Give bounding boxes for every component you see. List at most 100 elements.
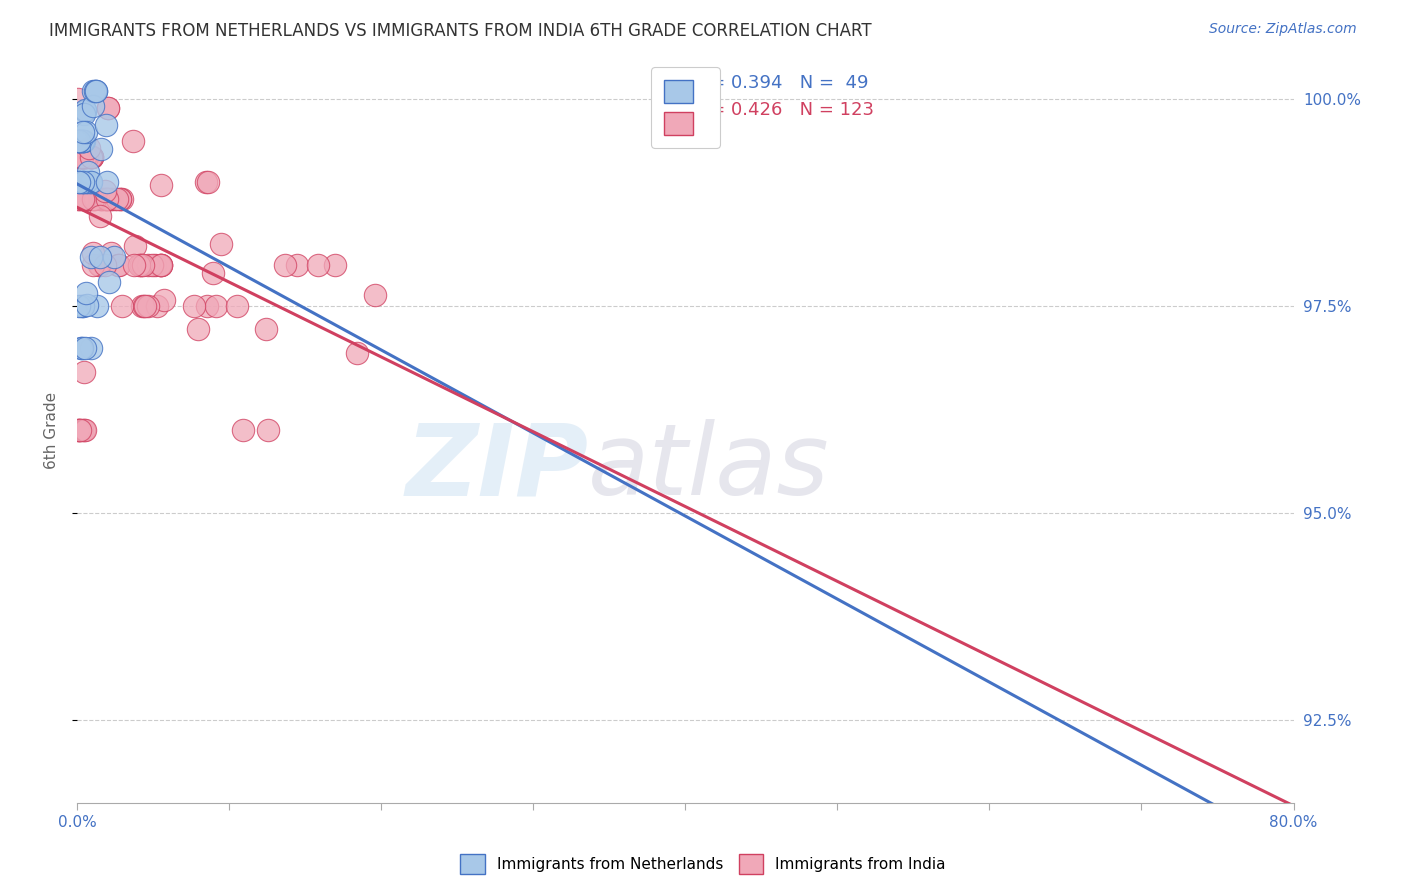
Point <box>69 150 91 164</box>
Point <box>72 134 94 148</box>
Point <box>73 424 96 438</box>
Point <box>80 175 103 189</box>
Point <box>149 258 172 272</box>
Point <box>183 299 205 313</box>
Point <box>80 150 103 164</box>
Point <box>132 299 155 313</box>
Point <box>152 293 174 307</box>
Point <box>129 258 152 272</box>
Point <box>70 192 93 206</box>
Point <box>84 84 107 98</box>
Point <box>122 258 145 272</box>
Point <box>346 346 368 360</box>
Point <box>67 150 90 164</box>
Point <box>70 150 93 164</box>
Point <box>149 258 172 272</box>
Point <box>149 258 172 272</box>
Point <box>77 192 100 206</box>
Point <box>70 175 93 189</box>
Point <box>108 192 131 206</box>
Point <box>66 92 89 106</box>
Point <box>75 285 97 300</box>
Text: Source: ZipAtlas.com: Source: ZipAtlas.com <box>1209 22 1357 37</box>
Point <box>97 101 120 115</box>
Point <box>67 134 90 148</box>
Point <box>69 150 91 164</box>
Point <box>72 150 94 164</box>
Point <box>197 175 219 189</box>
Point <box>107 258 129 272</box>
Point <box>73 134 96 148</box>
Point <box>67 424 90 438</box>
Point <box>77 164 100 178</box>
Point <box>94 184 117 198</box>
Point <box>80 250 103 264</box>
Point <box>100 192 122 206</box>
Point <box>97 275 120 289</box>
Point <box>75 175 97 189</box>
Point <box>285 258 308 272</box>
Point <box>105 192 128 206</box>
Point <box>111 299 134 313</box>
Point <box>131 299 153 313</box>
Point <box>70 134 93 148</box>
Point <box>108 258 131 272</box>
Point <box>86 299 108 313</box>
Point <box>67 175 90 189</box>
Point <box>73 192 96 206</box>
Point <box>93 192 115 206</box>
Point <box>101 192 124 206</box>
Point <box>87 258 110 272</box>
Point <box>72 175 94 189</box>
Point <box>100 246 122 260</box>
Point <box>66 424 89 438</box>
Point <box>76 150 98 164</box>
Point <box>82 84 104 98</box>
Point <box>77 141 100 155</box>
Point <box>136 299 159 313</box>
Point <box>80 150 103 164</box>
Point <box>73 106 96 120</box>
Point <box>225 299 247 313</box>
Point <box>67 192 90 206</box>
Point <box>72 134 94 148</box>
Point <box>80 192 103 206</box>
Point <box>72 175 94 189</box>
Point <box>72 150 94 164</box>
Point <box>75 341 97 355</box>
Point <box>67 299 90 313</box>
Point <box>72 299 94 313</box>
Point <box>149 258 172 272</box>
Point <box>89 192 111 206</box>
Point <box>73 103 96 118</box>
Point <box>89 250 111 264</box>
Point <box>67 134 90 148</box>
Point <box>77 150 100 164</box>
Point <box>79 150 101 164</box>
Point <box>67 150 90 164</box>
Point <box>83 192 105 206</box>
Point <box>254 322 277 336</box>
Point <box>90 192 112 206</box>
Point <box>75 126 97 140</box>
Point <box>323 259 346 273</box>
Point <box>257 424 280 438</box>
Point <box>73 150 96 164</box>
Point <box>82 99 104 113</box>
Point <box>89 258 111 272</box>
Point <box>66 150 89 164</box>
Point <box>69 134 91 148</box>
Point <box>143 258 166 272</box>
Point <box>97 192 120 206</box>
Point <box>66 134 89 148</box>
Point <box>90 192 112 206</box>
Point <box>80 341 103 355</box>
Point <box>72 192 94 206</box>
Point <box>104 192 127 206</box>
Point <box>108 192 131 206</box>
Point <box>69 424 91 438</box>
Point <box>75 192 97 206</box>
Point <box>80 150 103 164</box>
Point <box>73 150 96 164</box>
Point <box>97 101 120 115</box>
